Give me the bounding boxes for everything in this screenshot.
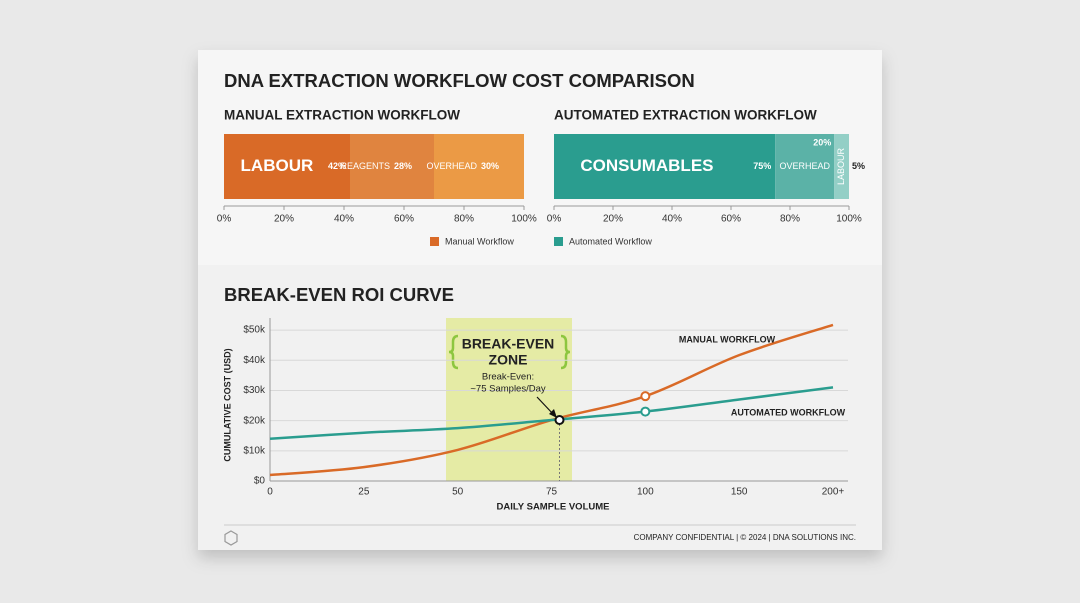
segment-label: 5% bbox=[852, 161, 865, 171]
legend-swatch bbox=[554, 237, 563, 246]
legend-label: Manual Workflow bbox=[445, 236, 514, 246]
annotation: Break-Even: bbox=[482, 372, 534, 383]
series-label: MANUAL WORKFLOW bbox=[679, 334, 776, 344]
x-tick-label: 80% bbox=[454, 214, 474, 225]
brace bbox=[560, 334, 571, 370]
segment-label: 20% bbox=[813, 137, 831, 147]
x-tick-label: 0 bbox=[267, 487, 273, 498]
y-tick-label: $50k bbox=[243, 325, 266, 336]
bar-segment bbox=[775, 134, 835, 199]
x-tick-label: 100% bbox=[836, 214, 862, 225]
point-marker bbox=[640, 406, 651, 417]
break-even-zone bbox=[446, 318, 572, 481]
x-tick-label: 80% bbox=[780, 214, 800, 225]
x-tick-label: 75 bbox=[546, 487, 558, 498]
x-tick-label: 20% bbox=[274, 214, 294, 225]
chart-title: MANUAL EXTRACTION WORKFLOW bbox=[224, 108, 460, 123]
segment-label: 28% bbox=[394, 161, 412, 171]
y-tick-label: $0 bbox=[254, 476, 266, 487]
x-tick-label: 60% bbox=[721, 214, 741, 225]
break-even-point bbox=[554, 415, 565, 426]
legend-label: Automated Workflow bbox=[569, 236, 652, 246]
y-tick-label: $10k bbox=[243, 445, 266, 456]
page-title: DNA EXTRACTION WORKFLOW COST COMPARISON bbox=[224, 70, 695, 91]
x-tick-label: 25 bbox=[358, 487, 370, 498]
point-marker bbox=[640, 391, 651, 402]
y-axis-label: CUMULATIVE COST (USD) bbox=[222, 348, 232, 461]
line bbox=[269, 386, 834, 440]
segment-name: LABOUR bbox=[241, 156, 314, 175]
bar-segment bbox=[554, 134, 776, 199]
x-tick-label: 200+ bbox=[822, 487, 845, 498]
logo bbox=[224, 530, 238, 546]
x-tick-label: 100% bbox=[511, 214, 537, 225]
x-tick-label: 0% bbox=[547, 214, 562, 225]
y-tick-label: $40k bbox=[243, 355, 266, 366]
annotation: ~75 Samples/Day bbox=[470, 384, 545, 395]
chart-title: BREAK-EVEN ROI CURVE bbox=[224, 284, 454, 305]
segment-name: CONSUMABLES bbox=[580, 156, 713, 175]
arrow-head bbox=[549, 409, 557, 418]
legend-swatch bbox=[430, 237, 439, 246]
segment-label: 75% bbox=[753, 161, 771, 171]
x-tick-label: 0% bbox=[217, 214, 232, 225]
x-tick-label: 40% bbox=[662, 214, 682, 225]
x-tick-label: 100 bbox=[637, 487, 654, 498]
segment-name: OVERHEAD bbox=[426, 161, 477, 171]
x-axis-label: DAILY SAMPLE VOLUME bbox=[497, 502, 610, 513]
segment-name: REAGENTS bbox=[340, 161, 390, 171]
bar-segment bbox=[834, 134, 849, 199]
y-tick-label: $20k bbox=[243, 415, 266, 426]
segment-name: LABOUR bbox=[836, 147, 846, 185]
chart-title: AUTOMATED EXTRACTION WORKFLOW bbox=[554, 108, 817, 123]
segment-label: 42% bbox=[328, 161, 346, 171]
bar-segment bbox=[224, 134, 350, 199]
y-tick-label: $30k bbox=[243, 385, 266, 396]
x-tick-label: 40% bbox=[334, 214, 354, 225]
x-tick-label: 50 bbox=[452, 487, 464, 498]
series-label: AUTOMATED WORKFLOW bbox=[731, 407, 846, 417]
segment-name: OVERHEAD bbox=[779, 161, 830, 171]
bar-segment bbox=[350, 134, 434, 199]
segment-label: 30% bbox=[481, 161, 499, 171]
x-tick-label: 60% bbox=[394, 214, 414, 225]
annotation: BREAK-EVEN bbox=[462, 336, 555, 352]
annotation: ZONE bbox=[489, 352, 528, 368]
brace bbox=[448, 334, 459, 370]
x-tick-label: 150 bbox=[731, 487, 748, 498]
footer: COMPANY CONFIDENTIAL | © 2024 | DNA SOLU… bbox=[634, 533, 856, 542]
x-tick-label: 20% bbox=[603, 214, 623, 225]
bar-segment bbox=[434, 134, 524, 199]
